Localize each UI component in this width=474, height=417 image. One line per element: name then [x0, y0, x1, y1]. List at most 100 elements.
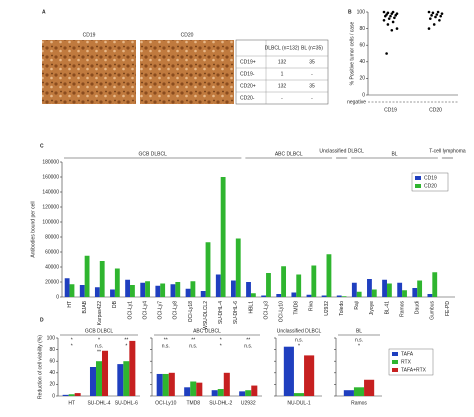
bar — [304, 355, 315, 396]
bar — [223, 372, 230, 396]
x-tick-label: TMD8 — [294, 301, 300, 315]
significance: n.s. — [189, 343, 197, 349]
legend-swatch — [392, 352, 398, 356]
point — [393, 16, 396, 20]
bar — [371, 289, 377, 297]
bar — [397, 282, 403, 297]
panel-label: A — [42, 9, 46, 15]
bar — [215, 274, 221, 297]
bar — [190, 381, 197, 396]
bar — [140, 282, 146, 297]
table-cell: CD19+ — [240, 59, 256, 65]
point — [438, 19, 441, 22]
x-tick-label: HT — [67, 301, 73, 308]
point — [432, 23, 436, 26]
table-cell: 132 — [278, 59, 287, 65]
table-cell: CD20+ — [240, 83, 256, 89]
x-tick-label: Toledo — [339, 301, 345, 316]
y-tick-label: 100000 — [42, 219, 59, 225]
legend-label: RTX — [401, 359, 412, 365]
bar — [217, 389, 224, 396]
y-tick-label: 140000 — [42, 189, 59, 195]
legend-label: TAFA+RTX — [401, 367, 427, 373]
x-tick-label: FE-PD — [445, 301, 451, 316]
bar — [156, 373, 163, 396]
y-tick-label: 60000 — [45, 249, 59, 255]
legend-label: CD20 — [424, 183, 437, 189]
x-tick-label: OCI-Ly18 — [188, 301, 194, 322]
bar — [125, 279, 131, 297]
y-tick-label: 40 — [359, 59, 365, 65]
point — [394, 14, 398, 17]
y-tick-label: 60 — [49, 359, 55, 365]
bar — [110, 289, 115, 297]
bar — [293, 393, 305, 396]
x-tick-label: HT — [68, 400, 75, 406]
bar — [283, 346, 294, 396]
bar — [170, 284, 176, 297]
y-tick-label: 80 — [359, 26, 365, 32]
x-tick-label: Ramos — [351, 400, 367, 406]
significance: ** — [97, 349, 101, 355]
group-label: ABC DLBCL — [275, 151, 303, 157]
significance: * — [71, 343, 73, 349]
table-header: BL (n=35) — [301, 45, 323, 51]
x-tick-label: TMD8 — [186, 400, 200, 406]
bar — [311, 265, 317, 297]
panel-label: C — [40, 143, 44, 149]
x-tick-label: Daudi — [415, 301, 421, 314]
bar — [220, 177, 226, 297]
bar — [64, 278, 70, 297]
x-tick-label: NU-DUL-1 — [287, 400, 311, 406]
point — [430, 14, 433, 17]
x-tick-label: SU-DHL-6 — [115, 400, 138, 406]
bar — [117, 364, 124, 396]
x-tick-label: SU-DHL-4 — [218, 301, 224, 324]
bar — [205, 242, 211, 297]
bar — [160, 283, 166, 297]
group-label: GCB DLBCL — [139, 151, 168, 157]
panel-label: D — [40, 317, 44, 323]
panel-label: B — [348, 9, 352, 15]
legend-label: TAFA — [401, 351, 414, 357]
bar — [246, 282, 251, 297]
y-tick-label: 40 — [49, 370, 55, 376]
x-tick-label: BJAB — [82, 300, 88, 313]
significance: n.s. — [244, 343, 252, 349]
point — [395, 27, 399, 30]
point — [429, 17, 432, 20]
point — [427, 10, 431, 14]
y-tick-label: 160000 — [42, 174, 59, 180]
point — [391, 20, 395, 24]
bar — [432, 272, 438, 297]
bar — [291, 292, 297, 297]
bar — [402, 290, 407, 297]
y-tick-label: 60 — [359, 43, 365, 49]
point — [427, 27, 431, 30]
y-tick-label: 180000 — [42, 159, 59, 165]
x-tick-label: U2932 — [241, 400, 256, 406]
table-cell: - — [311, 95, 313, 101]
point — [389, 14, 392, 18]
bar — [356, 291, 362, 297]
bar — [123, 361, 130, 396]
bar — [89, 367, 96, 396]
legend-swatch — [415, 176, 421, 180]
x-tick-label: SU-DHL-6 — [233, 301, 239, 324]
bar — [250, 293, 256, 297]
bar — [230, 280, 236, 297]
bar — [386, 283, 392, 297]
significance: ** — [246, 337, 250, 343]
y-tick-label: 0 — [56, 294, 59, 300]
bar — [261, 295, 267, 297]
significance: ** — [124, 337, 128, 343]
group-title: Unclassified DLBCL — [277, 328, 322, 334]
bar — [114, 268, 120, 297]
bar — [94, 287, 100, 297]
y-axis-title: % Positive tumor cells / case — [349, 21, 355, 85]
y-tick-label: 20 — [359, 76, 365, 82]
point — [435, 13, 439, 16]
x-tick-label: SU-DHL-2 — [209, 400, 232, 406]
bar — [162, 373, 169, 396]
table-cell: 1 — [281, 71, 284, 77]
